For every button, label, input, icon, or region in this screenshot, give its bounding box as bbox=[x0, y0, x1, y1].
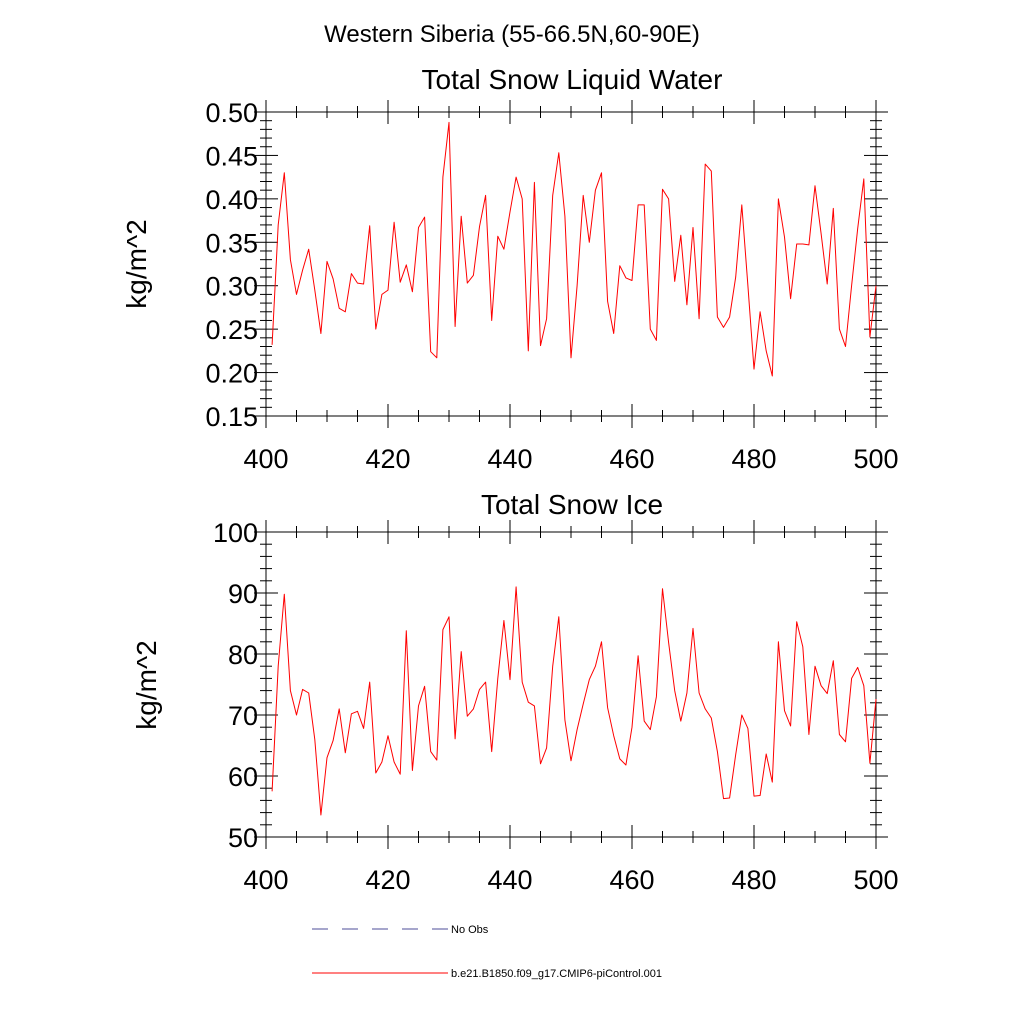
x-tick-label: 400 bbox=[243, 865, 288, 895]
y-tick-label: 0.15 bbox=[205, 402, 258, 432]
y-tick-label: 0.40 bbox=[205, 185, 258, 215]
x-tick-label: 400 bbox=[243, 444, 288, 474]
y-tick-label: 0.45 bbox=[205, 141, 258, 171]
y-tick-label: 50 bbox=[228, 823, 258, 853]
y-tick-label: 0.30 bbox=[205, 272, 258, 302]
x-tick-label: 420 bbox=[365, 865, 410, 895]
y-tick-label: 80 bbox=[228, 640, 258, 670]
x-tick-label: 460 bbox=[609, 444, 654, 474]
series-line bbox=[271, 121, 877, 377]
legend: No Obs b.e21.B1850.f09_g17.CMIP6-piContr… bbox=[312, 924, 662, 980]
x-tick-label: 460 bbox=[609, 865, 654, 895]
y-tick-label: 100 bbox=[213, 518, 258, 548]
x-tick-label: 480 bbox=[731, 865, 776, 895]
x-tick-label: 480 bbox=[731, 444, 776, 474]
x-tick-label: 440 bbox=[487, 444, 532, 474]
y-axis-label-snow-liquid-water: kg/m^2 bbox=[121, 219, 152, 308]
legend-label-model-run: b.e21.B1850.f09_g17.CMIP6-piControl.001 bbox=[451, 968, 662, 980]
plot-frame bbox=[265, 111, 877, 417]
y-axis-label-snow-ice: kg/m^2 bbox=[131, 640, 162, 729]
y-tick-label: 60 bbox=[228, 762, 258, 792]
y-tick-label: 0.20 bbox=[205, 359, 258, 389]
y-tick-label: 0.50 bbox=[205, 98, 258, 128]
panel-snow-ice: Total Snow Ice kg/m^2 400 420 440 460 480 500… bbox=[131, 489, 899, 895]
plot-frame bbox=[265, 531, 877, 838]
y-tick-label: 70 bbox=[228, 701, 258, 731]
y-tick-label: 0.25 bbox=[205, 315, 258, 345]
panel-title-snow-ice: Total Snow Ice bbox=[481, 489, 663, 520]
panel-title-snow-liquid-water: Total Snow Liquid Water bbox=[422, 64, 723, 95]
y-tick-label: 90 bbox=[228, 579, 258, 609]
legend-label-no-obs: No Obs bbox=[451, 924, 489, 936]
panel-snow-liquid-water: Total Snow Liquid Water kg/m^2 400 420 440… bbox=[121, 64, 899, 474]
x-tick-label: 500 bbox=[853, 865, 898, 895]
y-tick-label: 0.35 bbox=[205, 228, 258, 258]
x-tick-label: 420 bbox=[365, 444, 410, 474]
series-line bbox=[271, 586, 877, 816]
figure-title: Western Siberia (55-66.5N,60-90E) bbox=[324, 21, 700, 48]
x-tick-label: 440 bbox=[487, 865, 532, 895]
x-tick-label: 500 bbox=[853, 444, 898, 474]
